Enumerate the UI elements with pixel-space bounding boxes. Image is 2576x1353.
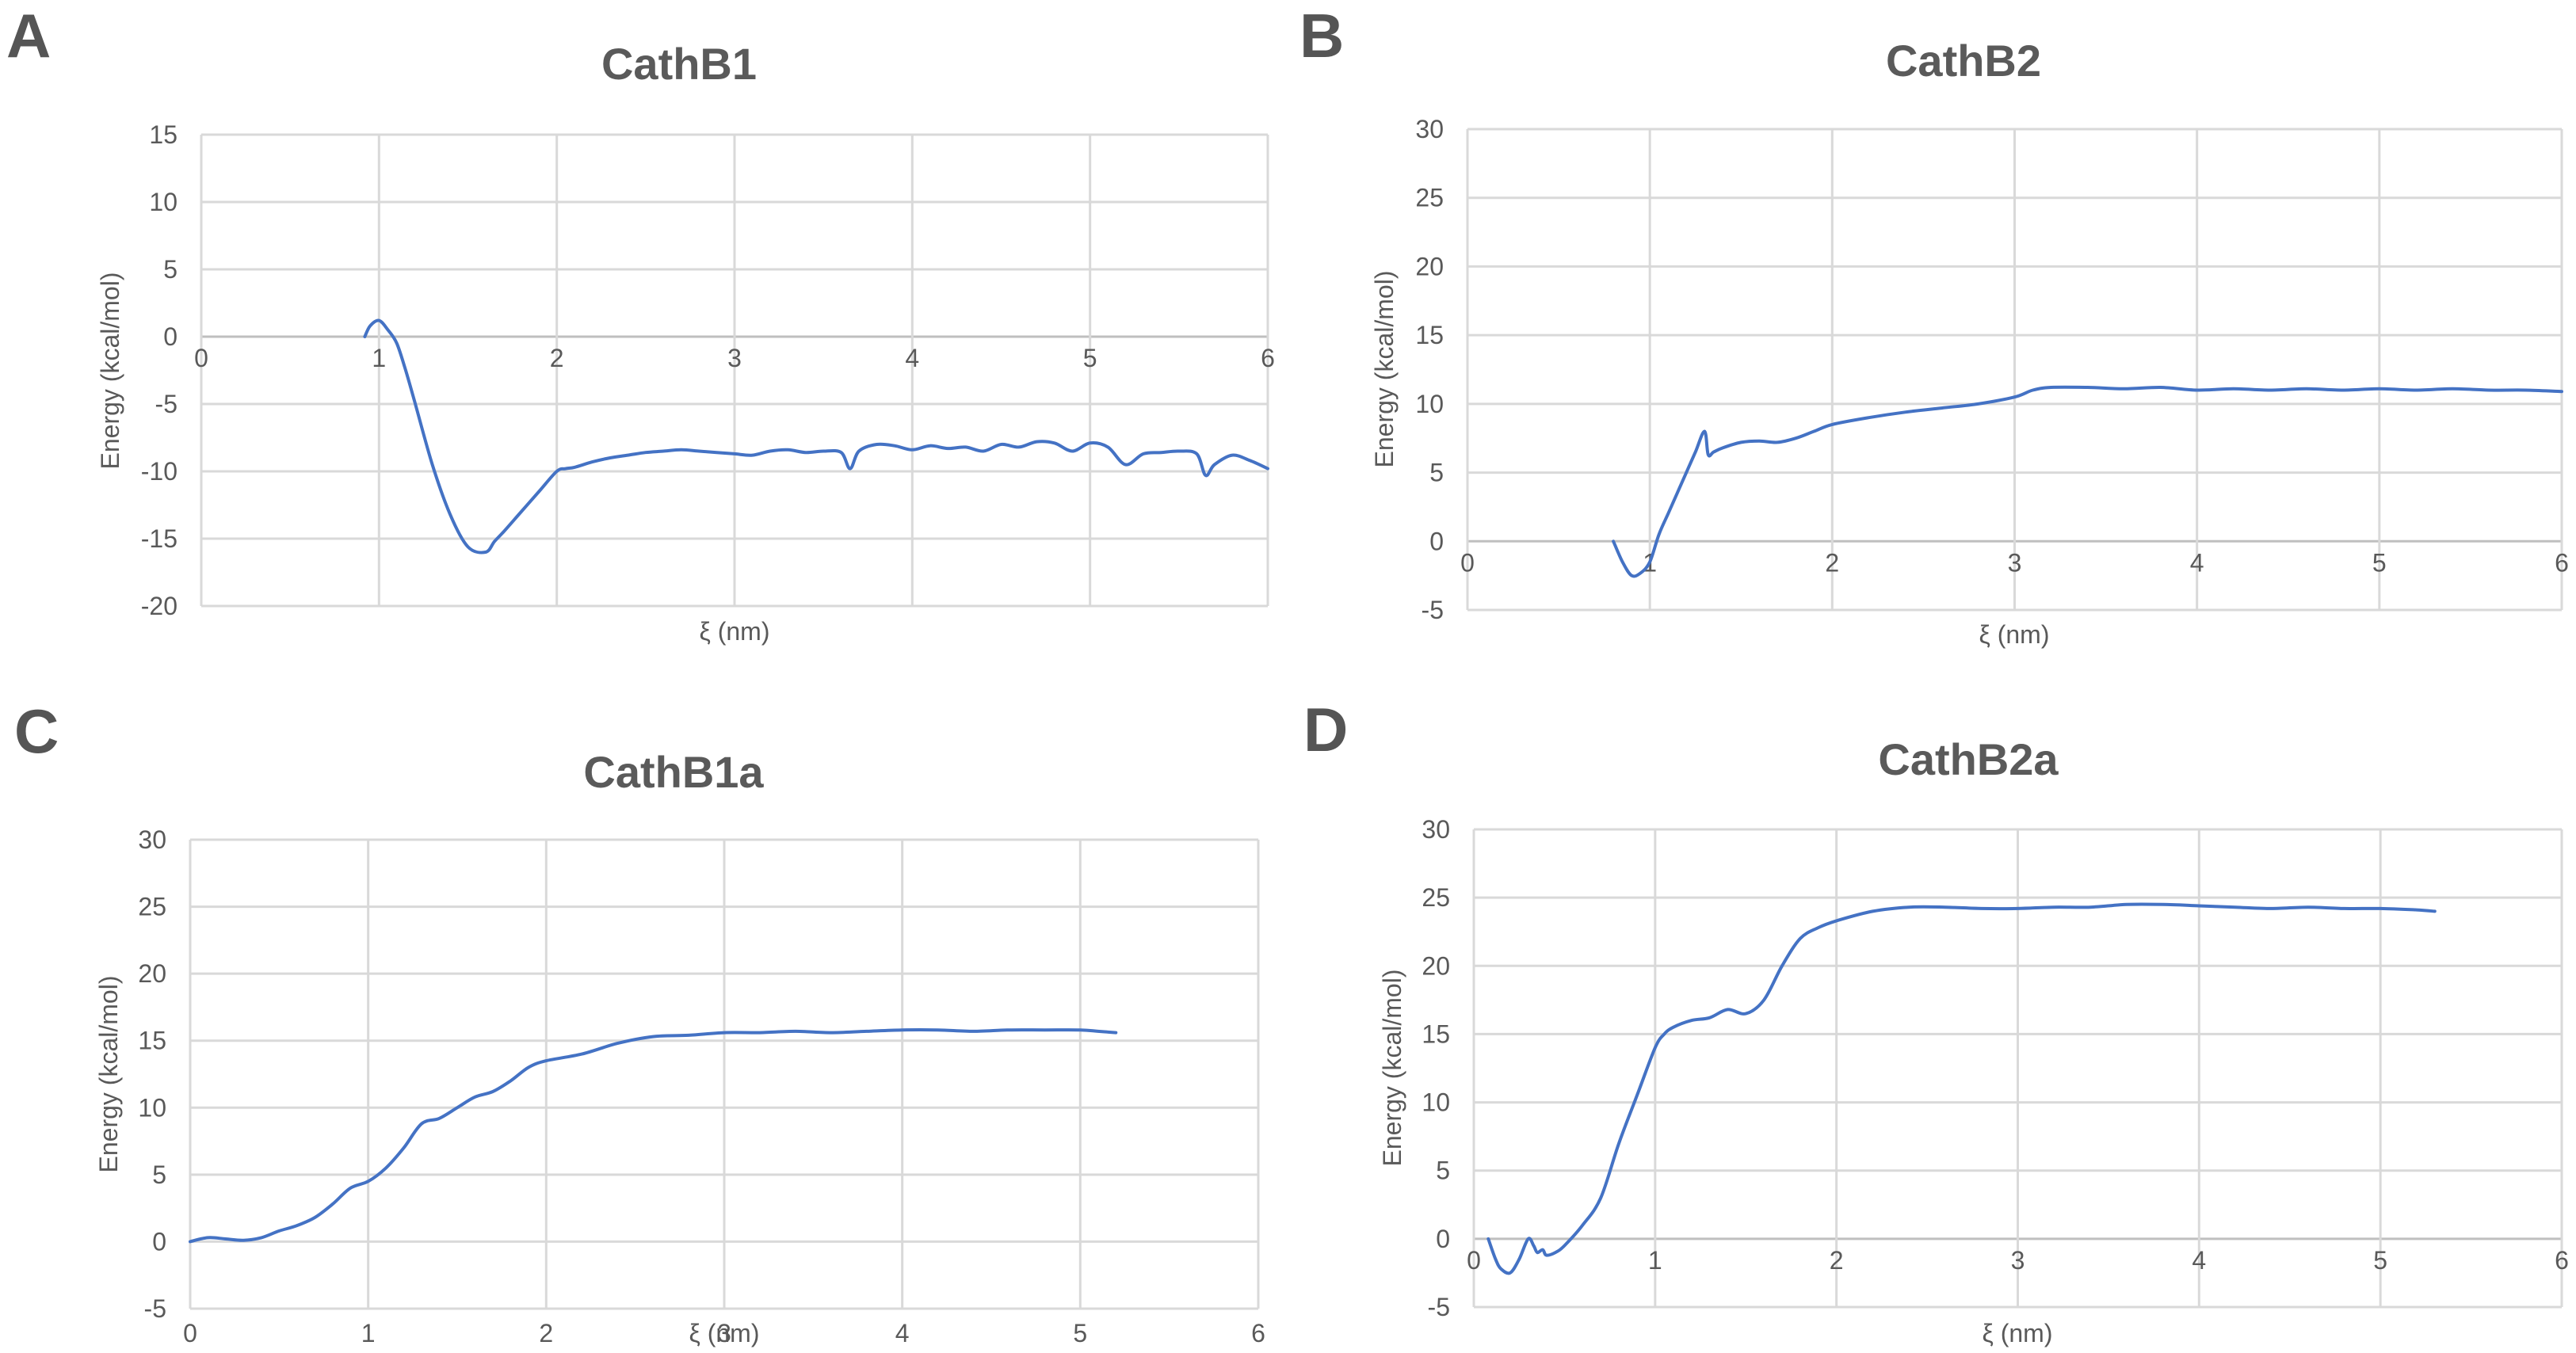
y-tick-label: -5 (1428, 1293, 1450, 1321)
panel-letter: C (14, 696, 59, 766)
y-tick-label: 25 (138, 893, 166, 921)
chart-title: CathB2a (1878, 734, 2059, 784)
chart-title: CathB1 (601, 39, 757, 89)
series-line (363, 318, 1269, 555)
x-tick-label: 1 (372, 344, 386, 372)
panel-d: D CathB2a -5 0 5 10 15 20 25 30 0 1 2 3 4 5 6 ξ (nm) E… (1303, 695, 2569, 1347)
y-tick-label: 10 (138, 1093, 166, 1122)
y-tick-label: 0 (1436, 1225, 1450, 1253)
y-tick-label: 30 (138, 825, 166, 854)
y-tick-label: 0 (152, 1227, 166, 1256)
y-axis-label: Energy (kcal/mol) (96, 273, 124, 470)
x-tick-label: 4 (2190, 548, 2204, 577)
x-tick-label: 5 (2372, 548, 2387, 577)
y-tick-label: 10 (1422, 1088, 1450, 1117)
y-tick-label: 5 (163, 255, 177, 284)
y-tick-label: 15 (1422, 1020, 1450, 1048)
x-tick-label: 2 (539, 1319, 553, 1347)
x-tick-label: 2 (1825, 548, 1839, 577)
panel-letter: A (6, 1, 51, 71)
series-line (1486, 902, 2437, 1275)
x-tick-label: 1 (1648, 1246, 1662, 1275)
y-tick-label: 10 (149, 188, 177, 216)
y-tick-label: 15 (1415, 321, 1444, 349)
x-tick-label: 0 (1460, 548, 1475, 577)
y-tick-label: -5 (155, 390, 177, 418)
x-tick-label: 3 (727, 344, 742, 372)
x-tick-label: 4 (895, 1319, 910, 1347)
x-axis-label: ξ (nm) (700, 617, 770, 646)
y-tick-label: -15 (141, 524, 177, 553)
x-tick-label: 0 (183, 1319, 197, 1347)
x-tick-label: 6 (2555, 548, 2569, 577)
y-axis-label: Energy (kcal/mol) (1378, 970, 1406, 1167)
y-tick-label: -20 (141, 592, 177, 620)
chart-title: CathB1a (583, 747, 764, 797)
panel-letter: B (1299, 1, 1344, 71)
y-tick-label: 10 (1415, 390, 1444, 418)
x-tick-label: 6 (1251, 1319, 1265, 1347)
y-tick-label: 30 (1415, 115, 1444, 143)
chart-title: CathB2 (1886, 36, 2041, 86)
x-tick-label: 5 (1083, 344, 1097, 372)
y-axis-label: Energy (kcal/mol) (94, 976, 123, 1173)
panel-a: A CathB1 -20 -15 -10 -5 0 5 10 15 0 1 2 3 4 5 6 ξ (nm)… (6, 1, 1275, 646)
x-axis-label: ξ (nm) (689, 1319, 760, 1347)
y-tick-label: 30 (1422, 815, 1450, 844)
y-tick-label: 25 (1422, 883, 1450, 912)
x-tick-label: 4 (905, 344, 919, 372)
x-tick-label: 5 (2373, 1246, 2387, 1275)
y-tick-label: 25 (1415, 184, 1444, 212)
x-tick-label: 6 (1261, 344, 1275, 372)
series-line (189, 1027, 1118, 1244)
y-axis-label: Energy (kcal/mol) (1370, 271, 1399, 468)
x-tick-label: 0 (1467, 1246, 1481, 1275)
x-tick-label: 3 (2011, 1246, 2025, 1275)
plot-area: -20 -15 -10 -5 0 5 10 15 0 1 2 3 4 5 6 (141, 120, 1275, 620)
x-tick-label: 3 (717, 1319, 731, 1347)
panel-c: C CathB1a -5 0 5 10 15 20 25 30 0 1 2 3 4 5 6 ξ (nm) E… (14, 696, 1265, 1347)
y-tick-label: -5 (144, 1294, 166, 1323)
y-tick-label: 0 (1429, 527, 1444, 555)
panel-letter: D (1303, 695, 1348, 764)
plot-area: -5 0 5 10 15 20 25 30 0 1 2 3 4 5 6 (138, 825, 1265, 1347)
y-tick-label: 15 (138, 1027, 166, 1055)
y-tick-label: -10 (141, 457, 177, 486)
y-tick-label: 5 (1436, 1157, 1450, 1185)
y-tick-label: 5 (1429, 459, 1444, 487)
series-line (1612, 385, 2563, 578)
x-tick-label: 4 (2192, 1246, 2206, 1275)
y-tick-label: -5 (1422, 596, 1444, 624)
x-tick-label: 3 (2008, 548, 2022, 577)
x-axis-label: ξ (nm) (1983, 1319, 2053, 1347)
x-tick-label: 1 (361, 1319, 376, 1347)
y-tick-label: 0 (163, 322, 177, 351)
y-tick-label: 20 (138, 959, 166, 988)
x-tick-label: 0 (194, 344, 208, 372)
x-tick-label: 5 (1073, 1319, 1087, 1347)
plot-area: -5 0 5 10 15 20 25 30 0 1 2 3 4 5 6 (1422, 815, 2568, 1321)
x-tick-label: 2 (1830, 1246, 1844, 1275)
x-axis-label: ξ (nm) (1979, 620, 2050, 649)
x-tick-label: 2 (550, 344, 564, 372)
y-tick-label: 20 (1415, 252, 1444, 280)
x-tick-label: 6 (2555, 1246, 2569, 1275)
y-tick-label: 15 (149, 120, 177, 149)
y-tick-label: 5 (152, 1161, 166, 1189)
y-tick-label: 20 (1422, 951, 1450, 980)
